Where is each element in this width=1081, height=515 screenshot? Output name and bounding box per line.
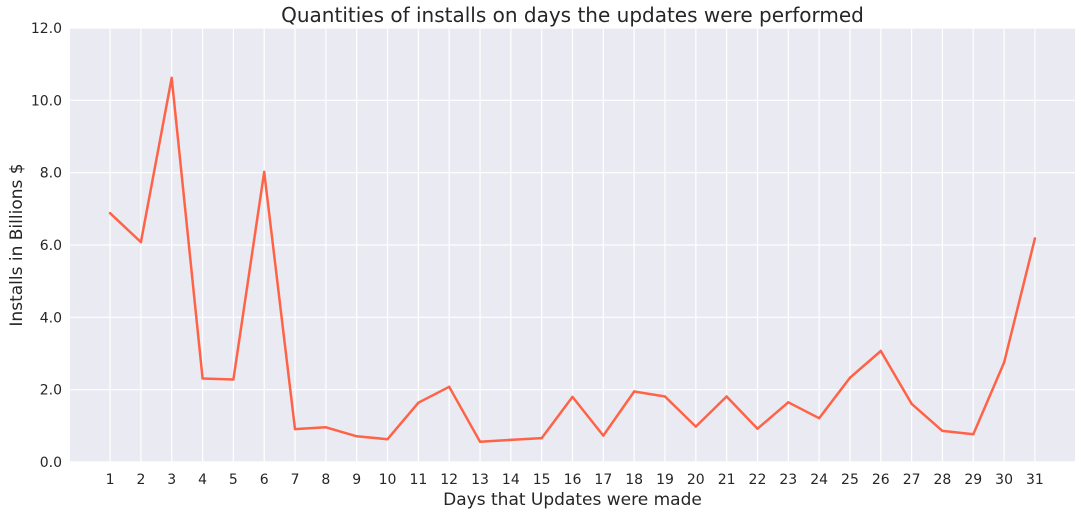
data-point bbox=[787, 401, 790, 404]
x-tick-label: 25 bbox=[841, 472, 859, 488]
x-tick-label: 6 bbox=[260, 472, 269, 488]
data-point bbox=[324, 426, 328, 429]
data-point bbox=[1002, 361, 1006, 364]
data-point bbox=[201, 377, 204, 380]
x-tick-label: 26 bbox=[872, 472, 890, 488]
y-tick-labels: 0.0 2.0 4.0 6.0 8.0 10.0 12.0 bbox=[31, 21, 62, 471]
x-tick-label: 30 bbox=[995, 472, 1013, 488]
data-point bbox=[694, 425, 698, 428]
x-tick-label: 18 bbox=[625, 472, 643, 488]
x-tick-label: 4 bbox=[198, 472, 207, 488]
data-point bbox=[817, 417, 821, 420]
x-tick-label: 9 bbox=[352, 472, 361, 488]
x-tick-label: 28 bbox=[934, 472, 952, 488]
data-point bbox=[263, 170, 266, 174]
data-point bbox=[447, 385, 451, 388]
data-point bbox=[139, 240, 143, 244]
x-tick-label: 31 bbox=[1026, 472, 1044, 488]
x-tick-label: 22 bbox=[749, 472, 767, 488]
data-point bbox=[478, 440, 482, 443]
x-tick-label: 19 bbox=[656, 472, 674, 488]
x-tick-label: 2 bbox=[136, 472, 145, 488]
x-tick-label: 1 bbox=[106, 472, 115, 488]
x-tick-label: 21 bbox=[718, 472, 736, 488]
grid-lines bbox=[70, 27, 1075, 463]
data-point bbox=[663, 395, 667, 398]
x-tick-label: 3 bbox=[167, 472, 176, 488]
x-tick-label: 13 bbox=[471, 472, 489, 488]
data-point bbox=[602, 434, 605, 437]
x-tick-label: 8 bbox=[321, 472, 330, 488]
data-point bbox=[355, 435, 358, 438]
data-point bbox=[170, 76, 173, 80]
data-point bbox=[417, 401, 420, 404]
data-point bbox=[509, 438, 513, 442]
x-tick-label: 11 bbox=[409, 472, 427, 488]
y-tick-label: 8.0 bbox=[40, 166, 62, 182]
data-point bbox=[879, 349, 882, 353]
data-point bbox=[571, 395, 574, 399]
data-point bbox=[1033, 237, 1037, 240]
x-tick-label: 29 bbox=[964, 472, 982, 488]
data-point bbox=[941, 429, 944, 433]
y-tick-label: 6.0 bbox=[40, 238, 62, 254]
data-point bbox=[632, 390, 636, 393]
x-tick-label: 20 bbox=[687, 472, 705, 488]
x-tick-label: 23 bbox=[779, 472, 797, 488]
x-tick-label: 15 bbox=[533, 472, 551, 488]
x-tick-label: 5 bbox=[229, 472, 238, 488]
x-axis-title: Days that Updates were made bbox=[443, 490, 702, 510]
x-tick-label: 27 bbox=[903, 472, 921, 488]
y-tick-label: 4.0 bbox=[40, 310, 62, 326]
y-tick-label: 2.0 bbox=[40, 383, 62, 399]
x-tick-label: 16 bbox=[564, 472, 582, 488]
data-point bbox=[293, 427, 297, 431]
data-point bbox=[972, 432, 975, 436]
y-tick-label: 12.0 bbox=[31, 21, 62, 37]
x-tick-label: 7 bbox=[291, 472, 300, 488]
data-point bbox=[910, 402, 913, 405]
y-axis-title: Installs in Billions $ bbox=[7, 163, 27, 326]
x-tick-label: 10 bbox=[379, 472, 397, 488]
x-tick-label: 24 bbox=[810, 472, 828, 488]
x-tick-label: 17 bbox=[594, 472, 612, 488]
chart-title: Quantities of installs on days the updat… bbox=[281, 3, 864, 27]
x-tick-label: 12 bbox=[440, 472, 458, 488]
x-tick-label: 14 bbox=[502, 472, 520, 488]
data-point bbox=[232, 378, 235, 381]
data-point bbox=[386, 438, 389, 441]
data-point bbox=[848, 376, 852, 379]
series-layer bbox=[108, 76, 1037, 443]
data-point bbox=[540, 436, 543, 440]
data-point bbox=[108, 211, 112, 215]
data-point bbox=[756, 427, 759, 430]
x-tick-labels: 1 2 3 4 5 6 7 8 9 10 11 12 13 14 15 16 17 18 19 20 21 22 23 24 2… bbox=[106, 472, 1044, 488]
y-tick-label: 10.0 bbox=[31, 93, 62, 109]
y-tick-label: 0.0 bbox=[40, 455, 62, 471]
data-point bbox=[725, 395, 728, 398]
